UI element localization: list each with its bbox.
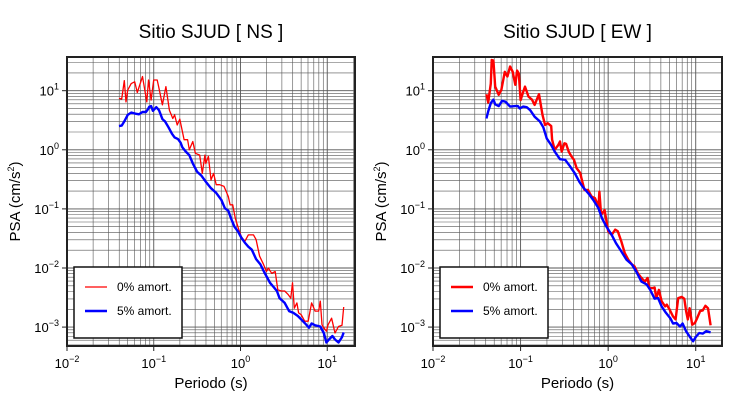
tick-exponent: 1 [700, 354, 705, 364]
tick-base: 10 [141, 356, 155, 371]
tick-base: 10 [55, 356, 69, 371]
tick-exponent: −3 [415, 318, 425, 328]
x-tick-label: 101 [686, 354, 705, 371]
y-tick-label: 10−3 [400, 318, 425, 335]
x-tick-label: 101 [317, 354, 336, 371]
legend: 0% amort. 5% amort. [73, 266, 183, 339]
tick-exponent: −3 [49, 318, 59, 328]
tick-base: 10 [508, 356, 522, 371]
tick-base: 10 [400, 202, 414, 217]
tick-base: 10 [40, 84, 54, 99]
legend-label: 0% amort. [483, 280, 538, 294]
tick-base: 10 [400, 320, 414, 335]
tick-base: 10 [34, 320, 48, 335]
plot-frame [432, 56, 723, 347]
tick-exponent: −1 [156, 354, 166, 364]
tick-base: 10 [34, 261, 48, 276]
tick-exponent: 0 [613, 354, 618, 364]
tick-base: 10 [317, 356, 331, 371]
tick-exponent: 1 [332, 354, 337, 364]
x-axis-label: Periodo (s) [174, 375, 247, 392]
tick-exponent: 0 [420, 141, 425, 151]
y-tick-label: 10−1 [34, 200, 59, 217]
tick-base: 10 [34, 202, 48, 217]
y-tick-label: 10−2 [400, 259, 425, 276]
y-tick-label: 10−3 [34, 318, 59, 335]
y-tick-label: 100 [40, 141, 59, 158]
y-tick-label: 101 [406, 82, 425, 99]
y-axis-label-superscript: 2 [372, 166, 382, 171]
tick-exponent: 0 [54, 141, 59, 151]
series-line-damped-5pct [485, 98, 711, 343]
x-tick-label: 10−2 [55, 354, 80, 371]
legend-label: 5% amort. [117, 304, 172, 318]
tick-base: 10 [231, 356, 245, 371]
plot-frame [66, 56, 356, 347]
chart-title: Sitio SJUD [ NS ] [139, 22, 284, 43]
tick-base: 10 [686, 356, 700, 371]
y-tick-label: 100 [406, 141, 425, 158]
series-line-undamped [485, 58, 712, 326]
tick-exponent: 0 [245, 354, 250, 364]
x-tick-label: 10−2 [421, 354, 446, 371]
y-axis-label: PSA (cm/s2) [372, 161, 390, 241]
tick-exponent: −1 [415, 200, 425, 210]
y-tick-label: 101 [40, 82, 59, 99]
y-axis-label-superscript: 2 [6, 166, 16, 171]
tick-exponent: 1 [420, 82, 425, 92]
y-axis-label: PSA (cm/s2) [6, 161, 24, 241]
y-axis-label-main: PSA (cm/s [373, 172, 390, 242]
tick-exponent: −2 [69, 354, 79, 364]
tick-base: 10 [40, 143, 54, 158]
y-tick-label: 10−2 [34, 259, 59, 276]
x-tick-label: 10−1 [508, 354, 533, 371]
grid [67, 57, 355, 346]
tick-exponent: −2 [49, 259, 59, 269]
tick-base: 10 [598, 356, 612, 371]
y-axis-label-end: ) [7, 161, 24, 166]
tick-base: 10 [406, 84, 420, 99]
legend-box [439, 266, 549, 339]
series-line-damped-5pct [118, 104, 345, 344]
legend-label: 5% amort. [483, 304, 538, 318]
series-line-undamped [118, 75, 345, 334]
x-tick-label: 10−1 [141, 354, 166, 371]
tick-base: 10 [400, 261, 414, 276]
grid [433, 57, 722, 346]
tick-exponent: −2 [435, 354, 445, 364]
legend: 0% amort. 5% amort. [439, 266, 549, 339]
x-axis-label: Periodo (s) [541, 375, 614, 392]
y-axis-label-end: ) [373, 161, 390, 166]
x-tick-label: 100 [598, 354, 617, 371]
tick-base: 10 [406, 143, 420, 158]
y-axis-label-main: PSA (cm/s [7, 172, 24, 242]
tick-exponent: −1 [49, 200, 59, 210]
tick-exponent: −1 [523, 354, 533, 364]
legend-label: 0% amort. [117, 280, 172, 294]
y-tick-label: 10−1 [400, 200, 425, 217]
tick-exponent: −2 [415, 259, 425, 269]
chart-title: Sitio SJUD [ EW ] [503, 22, 652, 43]
tick-base: 10 [421, 356, 435, 371]
legend-box [73, 266, 183, 339]
x-tick-label: 100 [231, 354, 250, 371]
tick-exponent: 1 [54, 82, 59, 92]
